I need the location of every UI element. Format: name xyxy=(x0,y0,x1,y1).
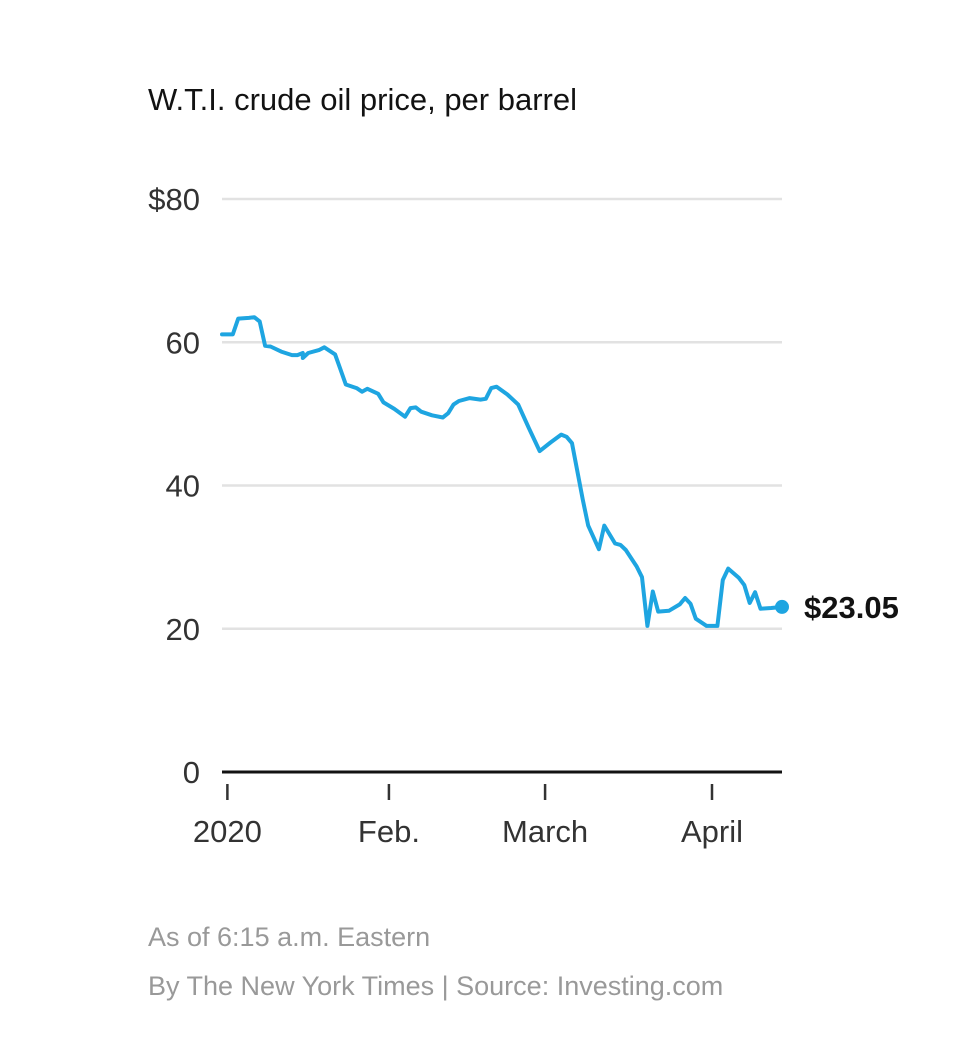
y-tick-label: 40 xyxy=(166,469,200,504)
gridlines xyxy=(222,197,782,630)
x-tick-label: 2020 xyxy=(193,814,262,849)
price-line xyxy=(220,315,784,628)
end-value-label: $23.05 xyxy=(804,590,899,625)
y-tick-label: 60 xyxy=(166,325,200,360)
x-tick-label: April xyxy=(681,814,743,849)
y-tick-label: 0 xyxy=(183,755,200,790)
y-tick-label: $80 xyxy=(148,182,200,217)
chart-title: W.T.I. crude oil price, per barrel xyxy=(148,82,577,117)
x-tick-labels: 2020 Feb. March April xyxy=(193,814,743,849)
y-tick-label: 20 xyxy=(166,612,200,647)
series: $23.05 xyxy=(220,315,899,628)
as-of-note: As of 6:15 a.m. Eastern xyxy=(148,922,431,952)
x-axis xyxy=(222,770,782,800)
x-tick-label: March xyxy=(502,814,588,849)
end-point xyxy=(775,599,789,614)
y-axis: $80 60 40 20 0 xyxy=(148,182,200,790)
x-tick-label: Feb. xyxy=(358,814,420,849)
credit-note: By The New York Times | Source: Investin… xyxy=(148,971,724,1001)
